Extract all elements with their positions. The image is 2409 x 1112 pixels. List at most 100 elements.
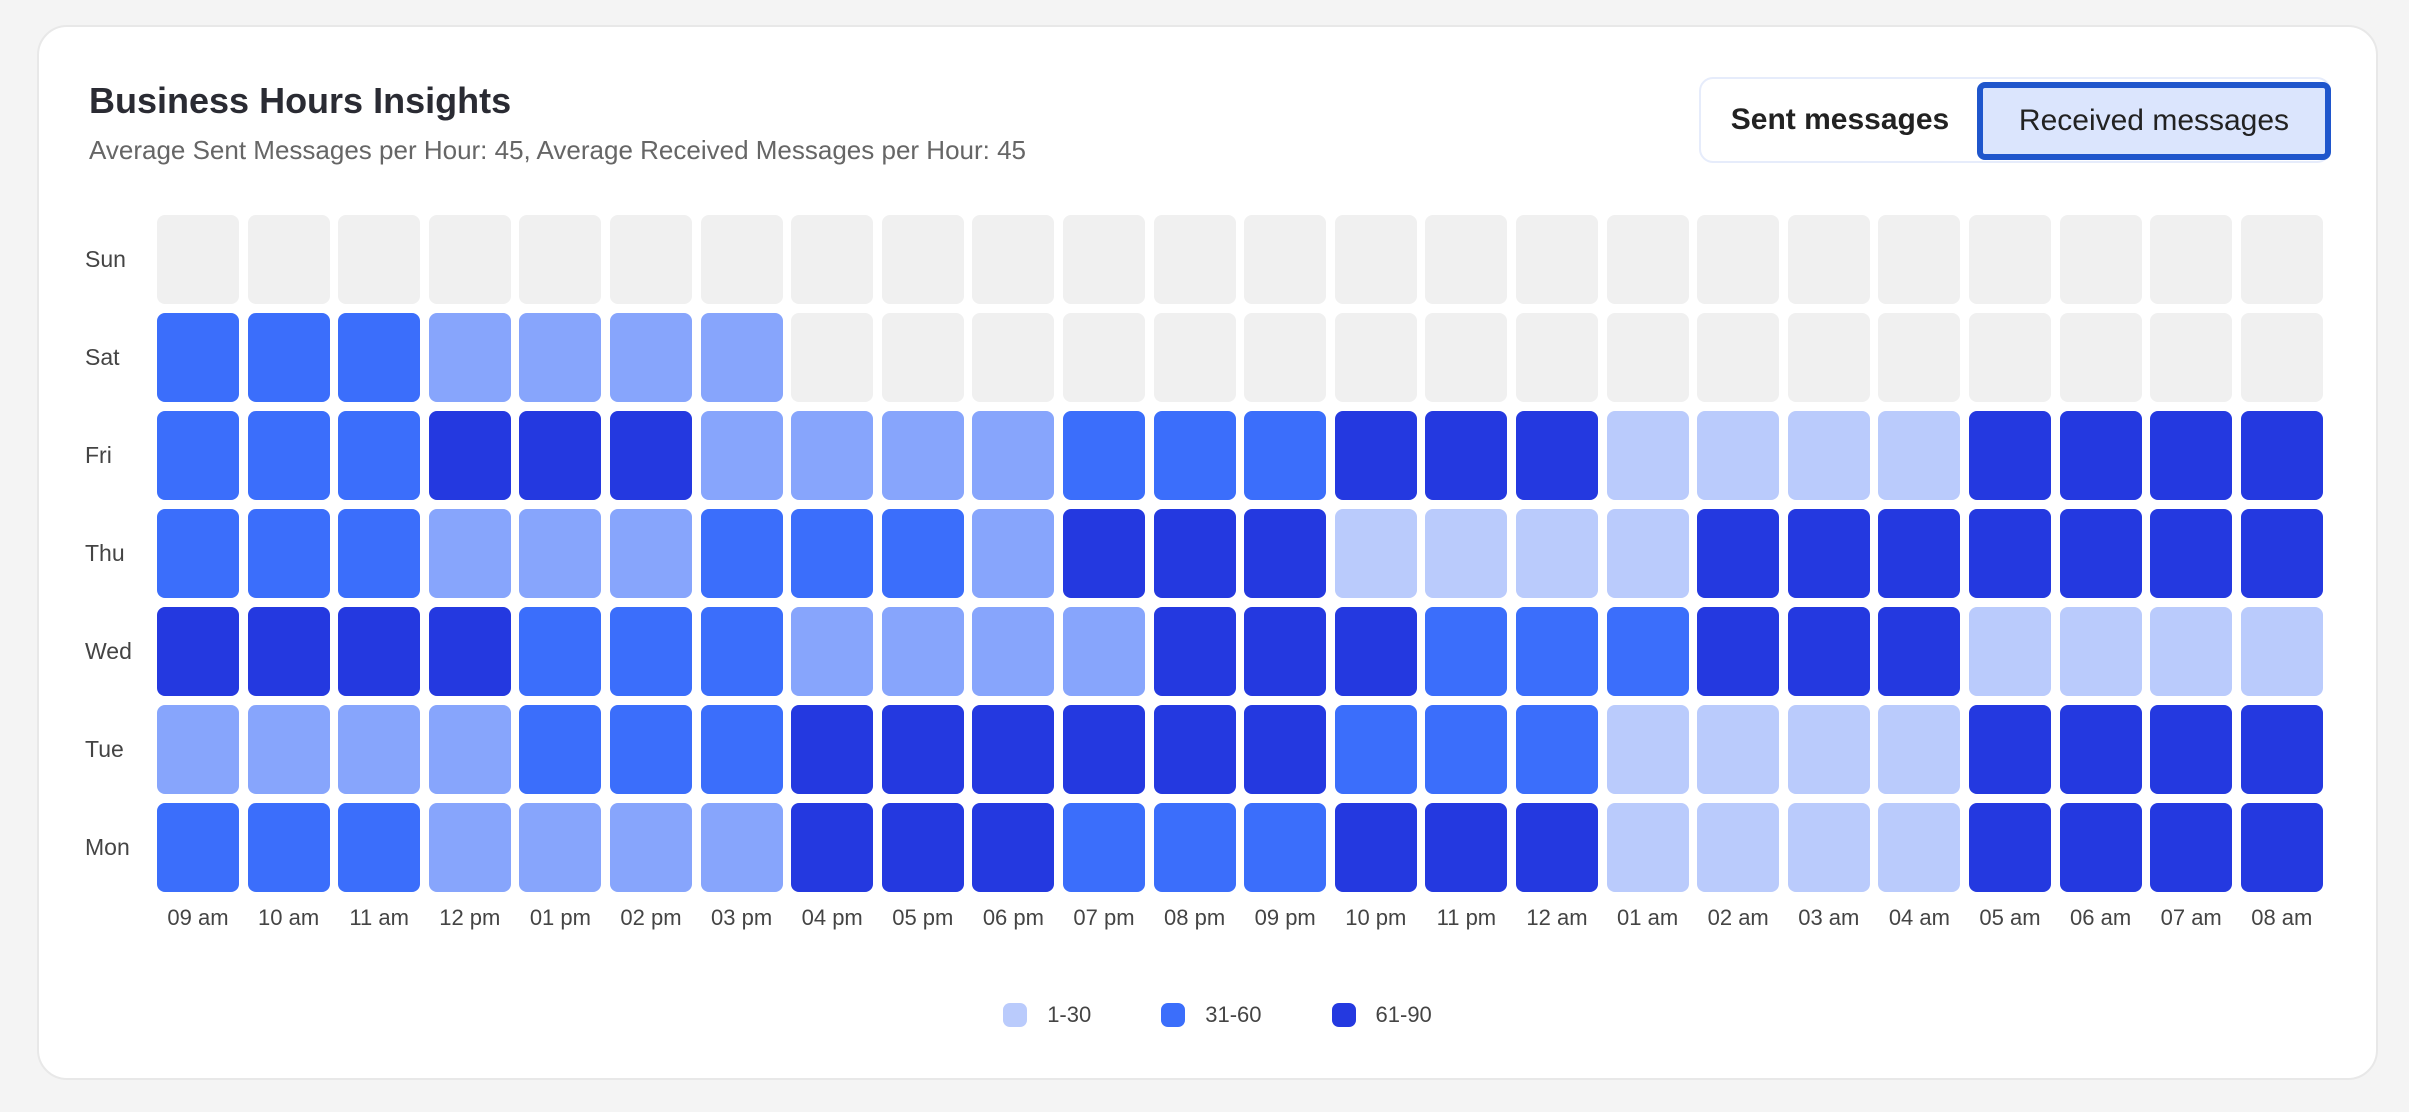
heatmap-cell[interactable] [700, 411, 783, 500]
heatmap-cell[interactable] [1787, 215, 1870, 304]
heatmap-cell[interactable] [157, 803, 239, 892]
heatmap-cell[interactable] [519, 313, 602, 402]
heatmap-cell[interactable] [247, 607, 330, 696]
heatmap-cell[interactable] [157, 705, 239, 794]
heatmap-cell[interactable] [791, 411, 874, 500]
heatmap-cell[interactable] [1697, 607, 1780, 696]
heatmap-cell[interactable] [1697, 411, 1780, 500]
heatmap-cell[interactable] [1878, 215, 1961, 304]
heatmap-cell[interactable] [1697, 215, 1780, 304]
heatmap-cell[interactable] [1063, 705, 1145, 794]
heatmap-cell[interactable] [972, 411, 1055, 500]
heatmap-cell[interactable] [157, 215, 239, 304]
heatmap-cell[interactable] [338, 313, 421, 402]
heatmap-cell[interactable] [247, 705, 330, 794]
heatmap-cell[interactable] [1153, 509, 1236, 598]
heatmap-cell[interactable] [247, 215, 330, 304]
heatmap-cell[interactable] [791, 313, 874, 402]
heatmap-cell[interactable] [2059, 411, 2142, 500]
heatmap-cell[interactable] [791, 803, 874, 892]
heatmap-cell[interactable] [1878, 509, 1961, 598]
heatmap-cell[interactable] [2059, 607, 2142, 696]
heatmap-cell[interactable] [1697, 313, 1780, 402]
heatmap-cell[interactable] [2150, 313, 2233, 402]
heatmap-cell[interactable] [2059, 803, 2142, 892]
heatmap-cell[interactable] [1244, 803, 1327, 892]
heatmap-cell[interactable] [791, 215, 874, 304]
heatmap-cell[interactable] [2240, 215, 2323, 304]
heatmap-cell[interactable] [972, 607, 1055, 696]
heatmap-cell[interactable] [1244, 607, 1327, 696]
heatmap-cell[interactable] [1063, 215, 1145, 304]
heatmap-cell[interactable] [1244, 313, 1327, 402]
heatmap-cell[interactable] [2240, 705, 2323, 794]
heatmap-cell[interactable] [1969, 803, 2051, 892]
heatmap-cell[interactable] [1787, 313, 1870, 402]
heatmap-cell[interactable] [1334, 705, 1417, 794]
heatmap-cell[interactable] [1787, 411, 1870, 500]
heatmap-cell[interactable] [2059, 509, 2142, 598]
heatmap-cell[interactable] [1334, 509, 1417, 598]
heatmap-cell[interactable] [157, 607, 239, 696]
heatmap-cell[interactable] [1244, 509, 1327, 598]
heatmap-cell[interactable] [1969, 411, 2051, 500]
heatmap-cell[interactable] [428, 411, 511, 500]
heatmap-cell[interactable] [1425, 705, 1508, 794]
heatmap-cell[interactable] [1153, 803, 1236, 892]
heatmap-cell[interactable] [1787, 705, 1870, 794]
heatmap-cell[interactable] [881, 313, 964, 402]
heatmap-cell[interactable] [1153, 411, 1236, 500]
heatmap-cell[interactable] [1878, 803, 1961, 892]
heatmap-cell[interactable] [1787, 607, 1870, 696]
heatmap-cell[interactable] [1606, 509, 1689, 598]
heatmap-cell[interactable] [519, 705, 602, 794]
heatmap-cell[interactable] [1334, 607, 1417, 696]
heatmap-cell[interactable] [1969, 313, 2051, 402]
heatmap-cell[interactable] [700, 215, 783, 304]
heatmap-cell[interactable] [1606, 607, 1689, 696]
heatmap-cell[interactable] [700, 803, 783, 892]
heatmap-cell[interactable] [1516, 509, 1598, 598]
heatmap-cell[interactable] [2150, 215, 2233, 304]
heatmap-cell[interactable] [1787, 509, 1870, 598]
heatmap-cell[interactable] [700, 607, 783, 696]
heatmap-cell[interactable] [519, 411, 602, 500]
heatmap-cell[interactable] [2059, 705, 2142, 794]
heatmap-cell[interactable] [519, 607, 602, 696]
heatmap-cell[interactable] [1153, 215, 1236, 304]
heatmap-cell[interactable] [1334, 313, 1417, 402]
heatmap-cell[interactable] [1878, 705, 1961, 794]
heatmap-cell[interactable] [247, 411, 330, 500]
heatmap-cell[interactable] [700, 509, 783, 598]
heatmap-cell[interactable] [1969, 705, 2051, 794]
heatmap-cell[interactable] [2150, 705, 2233, 794]
heatmap-cell[interactable] [1516, 803, 1598, 892]
heatmap-cell[interactable] [2240, 313, 2323, 402]
heatmap-cell[interactable] [1334, 215, 1417, 304]
heatmap-cell[interactable] [157, 313, 239, 402]
heatmap-cell[interactable] [610, 215, 692, 304]
heatmap-cell[interactable] [247, 313, 330, 402]
heatmap-cell[interactable] [2059, 313, 2142, 402]
heatmap-cell[interactable] [428, 509, 511, 598]
heatmap-cell[interactable] [2150, 411, 2233, 500]
heatmap-cell[interactable] [610, 705, 692, 794]
heatmap-cell[interactable] [791, 705, 874, 794]
heatmap-cell[interactable] [1516, 607, 1598, 696]
heatmap-cell[interactable] [1697, 803, 1780, 892]
heatmap-cell[interactable] [428, 607, 511, 696]
heatmap-cell[interactable] [1969, 607, 2051, 696]
heatmap-cell[interactable] [1244, 705, 1327, 794]
heatmap-cell[interactable] [1063, 411, 1145, 500]
heatmap-cell[interactable] [700, 705, 783, 794]
heatmap-cell[interactable] [1425, 215, 1508, 304]
heatmap-cell[interactable] [428, 803, 511, 892]
heatmap-cell[interactable] [247, 803, 330, 892]
heatmap-cell[interactable] [1787, 803, 1870, 892]
heatmap-cell[interactable] [1969, 509, 2051, 598]
heatmap-cell[interactable] [700, 313, 783, 402]
heatmap-cell[interactable] [881, 411, 964, 500]
heatmap-cell[interactable] [2240, 803, 2323, 892]
heatmap-cell[interactable] [2240, 411, 2323, 500]
heatmap-cell[interactable] [2150, 509, 2233, 598]
